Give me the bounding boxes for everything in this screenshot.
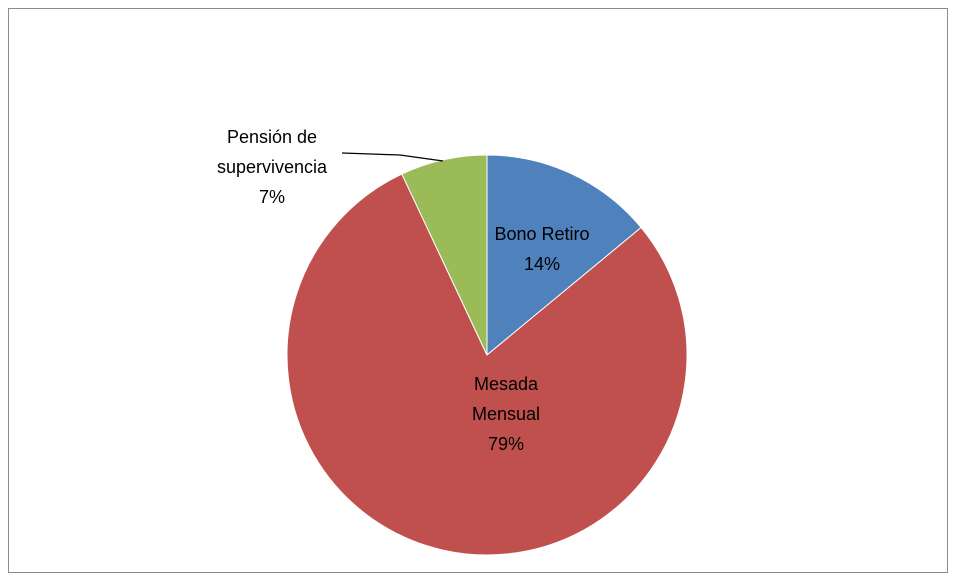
slice-value-label: 14%: [524, 254, 560, 274]
pie-slice: [401, 154, 488, 356]
slice-value-label: 79%: [488, 434, 524, 454]
pie: [286, 154, 688, 556]
leader-line: [341, 152, 444, 162]
slice-label: Mesada Mensual: [472, 374, 540, 424]
slice-value-label: 7%: [259, 187, 285, 207]
labels: Bono Retiro 14% Mesada Mensual 79% Pensión de…: [217, 127, 590, 454]
pie-slice: [486, 154, 642, 357]
pie-slice: [286, 173, 688, 556]
slice-label: Pensión de supervivencia: [217, 127, 328, 177]
slice-label: Bono Retiro: [494, 224, 589, 244]
